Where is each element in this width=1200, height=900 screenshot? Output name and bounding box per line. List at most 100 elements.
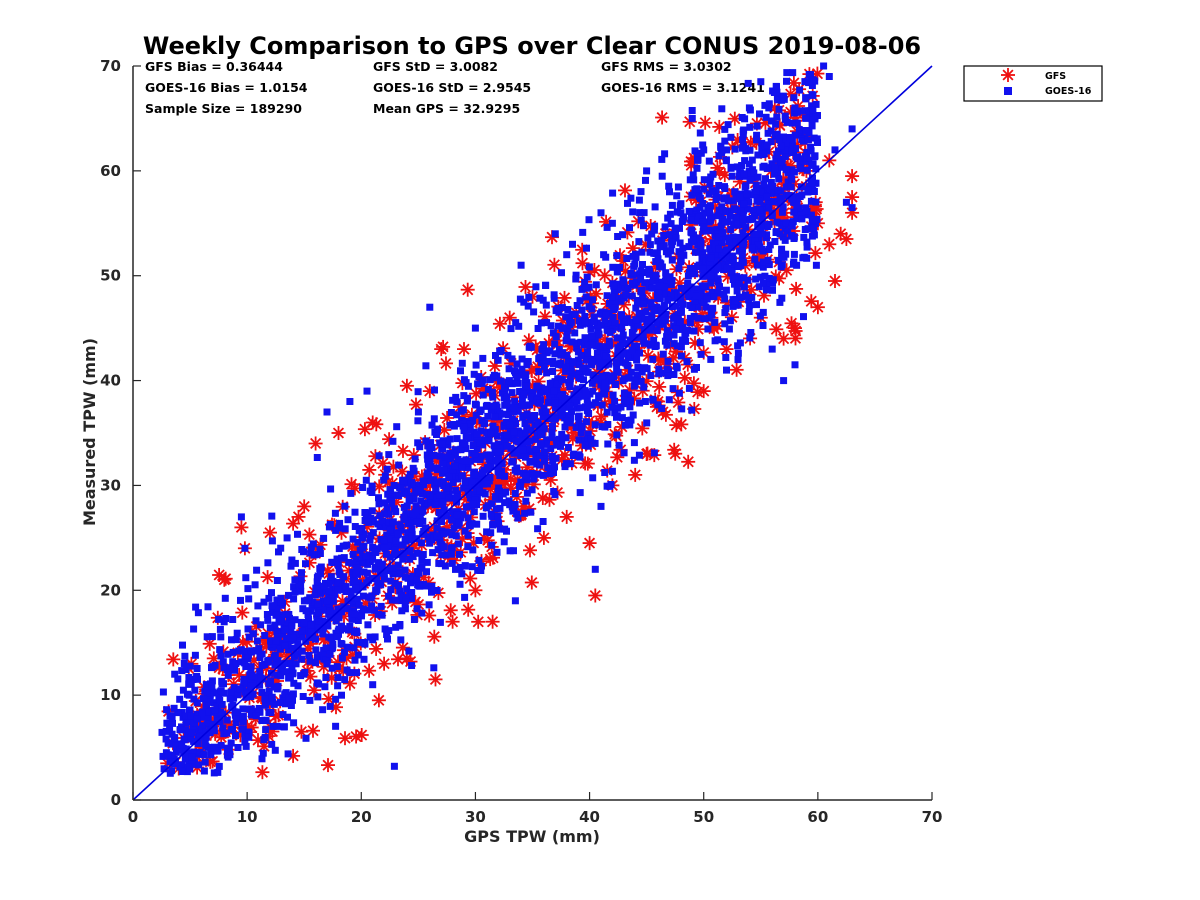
goes16-point <box>166 725 174 733</box>
goes16-point <box>554 380 562 388</box>
goes16-point <box>724 197 732 205</box>
goes16-point <box>660 232 668 239</box>
goes16-point <box>736 193 744 201</box>
goes16-point <box>426 303 434 311</box>
goes16-point <box>453 398 461 406</box>
goes16-point <box>737 207 745 215</box>
goes16-point <box>701 315 709 323</box>
goes16-point <box>232 660 240 667</box>
goes16-point <box>202 701 210 709</box>
goes16-point <box>361 509 369 516</box>
goes16-point <box>712 196 720 203</box>
goes16-point <box>159 752 167 760</box>
goes16-point <box>575 369 583 377</box>
goes16-point <box>563 351 571 359</box>
goes16-point <box>252 617 260 625</box>
goes16-point <box>477 406 485 414</box>
goes16-point <box>690 327 698 335</box>
goes16-point <box>328 634 336 641</box>
goes16-point <box>631 377 639 385</box>
goes16-point <box>647 303 655 311</box>
goes16-point <box>706 202 714 210</box>
goes16-point <box>781 236 789 244</box>
goes16-point <box>533 396 541 404</box>
goes16-point <box>785 192 793 199</box>
goes16-point <box>664 357 672 365</box>
goes16-point <box>587 341 594 349</box>
goes16-point <box>666 210 674 218</box>
goes16-point <box>518 355 526 363</box>
goes16-point <box>235 647 243 655</box>
goes16-point <box>537 319 545 327</box>
goes16-point <box>335 614 343 622</box>
goes16-point <box>423 451 431 459</box>
goes16-point <box>668 238 676 246</box>
goes16-point <box>485 455 493 463</box>
goes16-point <box>591 421 599 429</box>
goes16-point <box>214 768 222 776</box>
goes16-point <box>349 559 356 567</box>
goes16-point <box>745 296 753 304</box>
goes16-point <box>247 668 255 675</box>
goes16-point <box>554 305 562 312</box>
goes16-point <box>448 531 456 539</box>
goes16-point <box>707 272 715 280</box>
goes16-point <box>782 183 790 191</box>
goes16-point <box>232 719 240 727</box>
goes16-point <box>593 374 601 382</box>
goes16-point <box>537 386 545 393</box>
goes16-point <box>636 349 643 357</box>
goes16-point <box>480 420 488 428</box>
goes16-point <box>544 464 552 472</box>
goes16-point <box>708 288 716 296</box>
goes16-point <box>708 187 716 195</box>
goes16-point <box>450 524 458 532</box>
goes16-point <box>566 315 573 323</box>
goes16-point <box>825 73 833 80</box>
goes16-point <box>668 256 676 264</box>
goes16-point <box>424 455 432 463</box>
goes16-point <box>746 334 754 342</box>
goes16-point <box>271 651 279 659</box>
goes16-point <box>383 505 391 513</box>
goes16-point <box>284 610 291 618</box>
goes16-point <box>606 328 614 336</box>
goes16-point <box>500 422 508 430</box>
goes16-point <box>541 455 548 463</box>
goes16-point <box>573 344 581 352</box>
goes16-point <box>335 568 343 576</box>
goes16-point <box>281 642 289 650</box>
goes16-point <box>567 398 575 406</box>
goes16-point <box>720 338 728 346</box>
goes16-point <box>726 207 733 215</box>
goes16-point <box>385 510 393 518</box>
goes16-point <box>592 281 600 289</box>
goes16-point <box>588 358 596 366</box>
goes16-point <box>306 657 314 665</box>
goes16-point <box>202 733 210 741</box>
goes16-point <box>784 227 792 235</box>
goes16-point <box>279 694 287 702</box>
goes16-point <box>322 656 330 664</box>
goes16-point <box>290 679 298 687</box>
gfs-point <box>652 379 667 394</box>
goes16-point <box>782 141 790 149</box>
goes16-point <box>403 502 411 510</box>
goes16-point <box>375 500 383 508</box>
goes16-point <box>433 431 440 438</box>
goes16-point <box>617 342 624 350</box>
goes16-point <box>316 565 324 573</box>
goes16-point <box>172 758 179 766</box>
goes16-point <box>408 662 416 669</box>
goes16-point <box>650 226 658 234</box>
goes16-point <box>244 585 252 593</box>
goes16-point <box>478 562 485 570</box>
goes16-point <box>326 650 334 658</box>
goes16-point <box>170 704 178 712</box>
goes16-point <box>540 341 548 349</box>
goes16-point <box>717 142 725 150</box>
goes16-point <box>355 527 363 535</box>
goes16-point <box>418 563 426 571</box>
goes16-point <box>567 414 575 422</box>
goes16-point <box>371 563 379 571</box>
